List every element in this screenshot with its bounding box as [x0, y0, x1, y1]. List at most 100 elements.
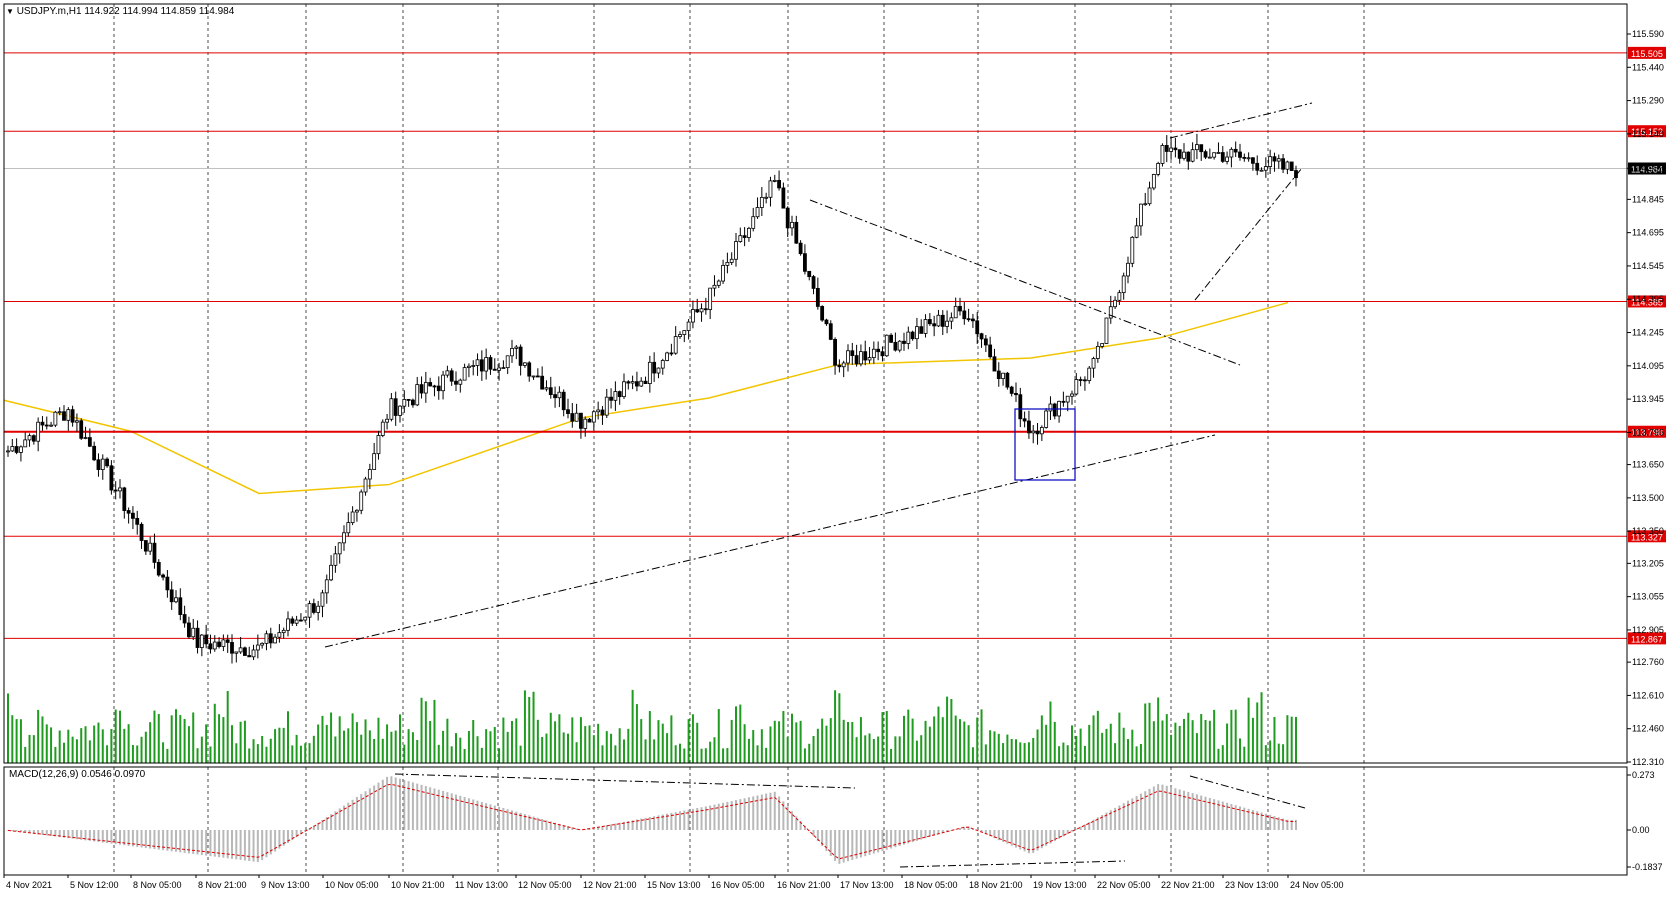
candle-body	[794, 221, 799, 244]
candle-body	[329, 564, 333, 581]
candle-body	[889, 334, 893, 343]
candle-body	[1229, 148, 1234, 158]
candle-body	[626, 381, 631, 384]
candle-body	[156, 561, 161, 576]
current-price-label: 114.984	[1631, 165, 1663, 175]
candle-body	[419, 384, 424, 394]
candle-body	[919, 326, 924, 334]
candle-body	[510, 348, 514, 357]
candle-body	[669, 352, 674, 355]
candle-body	[40, 421, 45, 426]
candle-body	[1276, 158, 1281, 162]
time-tick-label: 9 Nov 13:00	[261, 880, 310, 890]
candle-body	[165, 576, 170, 591]
candle-body	[479, 359, 484, 372]
candle-body	[574, 412, 579, 422]
price-tick-label: 112.760	[1632, 657, 1664, 667]
candle-body	[798, 242, 803, 255]
candle-body	[359, 491, 364, 511]
candle-body	[1065, 395, 1070, 403]
candle-body	[738, 235, 743, 242]
candle-body	[126, 510, 131, 514]
candle-body	[195, 627, 200, 648]
candle-body	[893, 341, 898, 351]
candle-body	[1126, 262, 1130, 277]
candle-body	[260, 642, 265, 646]
price-tick-label: 113.055	[1632, 592, 1664, 602]
candle-body	[884, 334, 889, 357]
candle-body	[432, 385, 437, 388]
candle-body	[725, 262, 730, 266]
candle-body	[1173, 147, 1178, 151]
candle-body	[1134, 225, 1139, 238]
selection-rectangle	[1014, 408, 1076, 481]
candle-body	[62, 411, 66, 421]
candle-body	[70, 409, 75, 423]
triangle-down-icon[interactable]: ▼	[6, 7, 14, 16]
candle-body	[1220, 152, 1225, 162]
candle-body	[514, 346, 519, 349]
candle-body	[1018, 394, 1023, 420]
candle-body	[122, 487, 127, 511]
candle-body	[716, 280, 721, 286]
candle-body	[1035, 430, 1040, 435]
candle-body	[1078, 379, 1083, 381]
candle-body	[962, 310, 967, 320]
candle-body	[1117, 292, 1122, 301]
candle-body	[1272, 156, 1277, 162]
candle-body	[243, 647, 247, 656]
candle-body	[204, 634, 209, 645]
candle-body	[290, 618, 295, 624]
current-price-tag	[1628, 162, 1666, 175]
time-tick-label: 24 Nov 05:00	[1290, 880, 1344, 890]
price-tick-label: 113.650	[1632, 460, 1664, 470]
candle-body	[458, 379, 463, 385]
candle-body	[428, 382, 433, 387]
candle-body	[1164, 145, 1169, 152]
candle-body	[264, 633, 269, 644]
candle-body	[699, 308, 704, 313]
candle-body	[100, 458, 105, 470]
candle-body	[57, 411, 62, 414]
candle-body	[742, 235, 747, 238]
candle-body	[1259, 169, 1264, 172]
candle-body	[488, 357, 493, 370]
candle-body	[932, 323, 937, 327]
candle-body	[221, 639, 226, 647]
candle-body	[367, 469, 372, 480]
candle-body	[1169, 147, 1173, 152]
candle-body	[445, 370, 450, 376]
candle-body	[1216, 152, 1221, 154]
macd-tick-label: 0.00	[1632, 825, 1650, 835]
candle-body	[768, 180, 773, 198]
candle-body	[19, 446, 23, 453]
candle-body	[454, 380, 458, 385]
candle-body	[380, 421, 385, 436]
candle-body	[639, 380, 644, 387]
candle-body	[398, 405, 402, 416]
candle-body	[268, 633, 273, 644]
candle-body	[1177, 149, 1182, 159]
price-level-label: 115.505	[1631, 49, 1663, 59]
symbol-header[interactable]: ▼ USDJPY.m,H1 114.922 114.994 114.859 11…	[6, 6, 234, 17]
candle-body	[656, 367, 661, 374]
candle-body	[1121, 275, 1126, 294]
time-tick-label: 16 Nov 21:00	[777, 880, 831, 890]
candle-body	[871, 348, 876, 358]
candle-body	[449, 370, 454, 382]
candle-body	[561, 391, 566, 411]
candle-body	[311, 603, 316, 613]
main-pane-frame	[3, 3, 1628, 764]
candle-body	[1186, 151, 1191, 162]
candle-body	[1156, 163, 1161, 175]
candle-body	[415, 384, 420, 406]
candle-body	[75, 420, 79, 423]
candle-body	[1238, 151, 1242, 158]
candle-body	[303, 616, 308, 621]
macd-tick-label: 0.273	[1632, 770, 1655, 780]
candle-body	[1048, 403, 1053, 412]
symbol-info: USDJPY.m,H1 114.922 114.994 114.859 114.…	[16, 6, 235, 17]
candle-body	[10, 446, 15, 452]
